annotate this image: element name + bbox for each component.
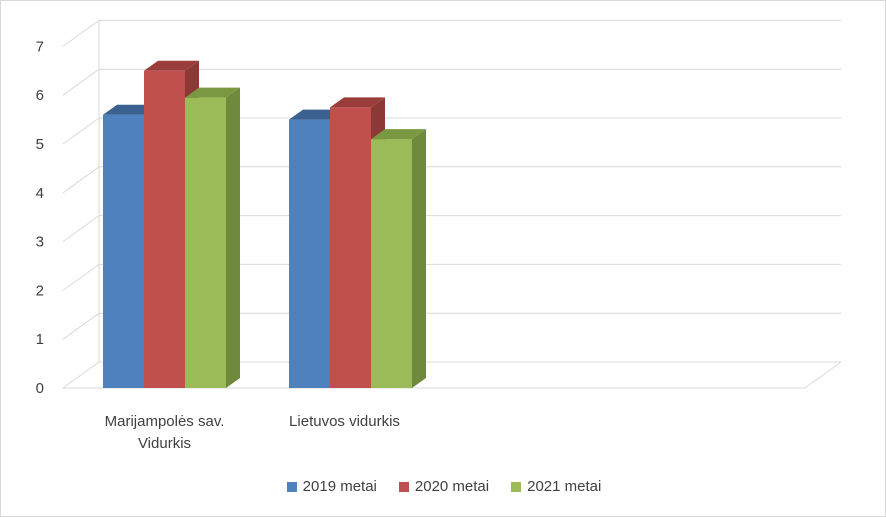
bar-top — [330, 97, 385, 108]
gridline-depth — [62, 117, 100, 145]
bar-top — [371, 129, 426, 140]
x-category-label: Lietuvos vidurkis — [289, 413, 400, 430]
legend-swatch — [398, 481, 409, 492]
legend-label: 2021 metai — [527, 478, 602, 495]
legend-swatch — [286, 481, 297, 492]
legend-item: 2021 metai — [511, 478, 601, 495]
x-category-label: Marijampolės sav. — [105, 413, 225, 430]
gridline-depth — [62, 263, 100, 291]
bar-top — [144, 60, 199, 71]
legend-item: 2020 metai — [398, 478, 490, 495]
y-tick-label: 7 — [36, 38, 44, 55]
legend-label: 2019 metai — [302, 478, 377, 495]
gridline-depth — [62, 19, 100, 47]
gridline-depth — [62, 166, 100, 194]
gridline-depth — [62, 312, 100, 340]
y-tick-label: 4 — [36, 185, 44, 202]
bar-side — [412, 129, 426, 388]
legend-item: 2019 metai — [286, 478, 377, 495]
bar-side — [226, 87, 240, 388]
bar-top — [185, 87, 240, 98]
y-tick-label: 0 — [36, 380, 44, 397]
x-category-label: Vidurkis — [138, 435, 191, 452]
bar — [371, 139, 412, 388]
gridline-depth — [62, 215, 100, 243]
gridline-depth — [62, 361, 100, 389]
y-tick-label: 1 — [36, 331, 44, 348]
legend-swatch — [511, 481, 522, 492]
bar — [330, 107, 371, 389]
bar — [185, 97, 226, 388]
bar — [103, 114, 144, 388]
gridline-depth — [62, 68, 100, 96]
bar — [144, 70, 185, 389]
legend: 2019 metai 2020 metai 2021 metai — [1, 478, 886, 495]
bar-chart: 0 1 2 3 4 5 6 7 Marijampolės sav. Vidurkis Lietuvo… — [36, 19, 842, 452]
y-tick-label: 3 — [36, 234, 44, 251]
y-tick-label: 2 — [36, 282, 44, 299]
legend-label: 2020 metai — [414, 478, 490, 495]
y-tick-label: 6 — [36, 87, 44, 104]
bar — [289, 119, 330, 388]
y-tick-label: 5 — [36, 136, 44, 153]
floor-right-edge — [804, 361, 842, 389]
